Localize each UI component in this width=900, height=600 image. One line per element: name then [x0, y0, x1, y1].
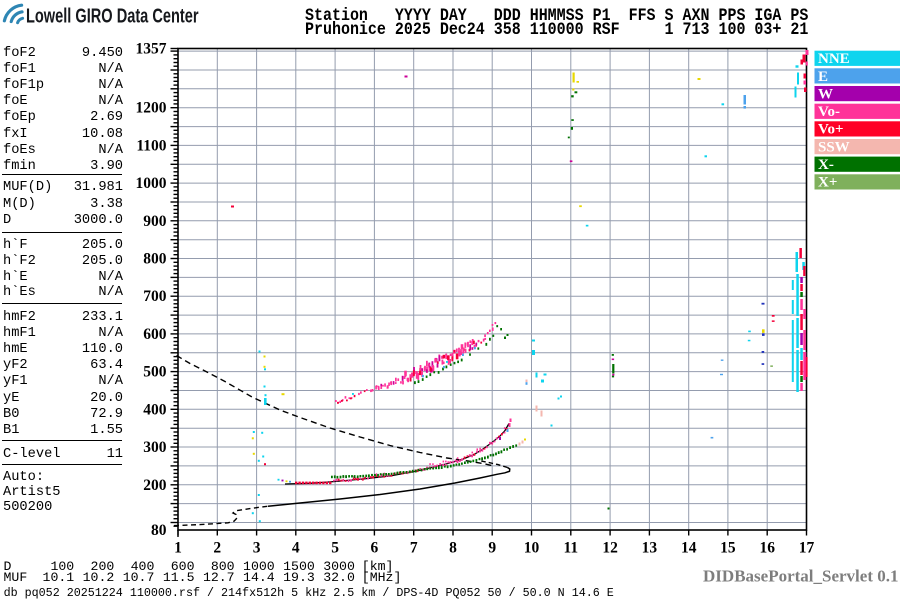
svg-text:Vo-: Vo-: [818, 104, 840, 120]
svg-text:800: 800: [143, 251, 167, 268]
svg-text:700: 700: [143, 288, 167, 305]
svg-text:SSW: SSW: [818, 139, 850, 155]
svg-text:13: 13: [642, 540, 658, 557]
svg-text:600: 600: [143, 326, 167, 343]
svg-text:1: 1: [174, 540, 182, 557]
svg-text:Lowell GIRO Data Center: Lowell GIRO Data Center: [26, 6, 199, 28]
svg-text:E: E: [818, 69, 828, 85]
svg-text:X-: X-: [818, 157, 834, 173]
svg-text:DIDBasePortal_Servlet 0.1: DIDBasePortal_Servlet 0.1: [703, 567, 898, 586]
svg-text:200: 200: [143, 477, 167, 494]
svg-text:X+: X+: [818, 175, 837, 191]
svg-text:10: 10: [524, 540, 540, 557]
svg-text:900: 900: [143, 213, 167, 230]
svg-text:400: 400: [143, 401, 167, 418]
svg-text:2: 2: [213, 540, 221, 557]
svg-text:Vo+: Vo+: [818, 122, 844, 138]
svg-text:12: 12: [602, 540, 618, 557]
svg-text:1100: 1100: [136, 137, 166, 154]
svg-text:16: 16: [759, 540, 775, 557]
svg-text:3: 3: [253, 540, 261, 557]
svg-text:W: W: [818, 86, 833, 102]
svg-text:300: 300: [143, 439, 167, 456]
svg-text:6: 6: [371, 540, 379, 557]
svg-text:500: 500: [143, 364, 167, 381]
svg-text:9: 9: [488, 540, 496, 557]
svg-text:NNE: NNE: [818, 51, 850, 67]
svg-text:7: 7: [410, 540, 418, 557]
svg-text:15: 15: [720, 540, 736, 557]
svg-text:8: 8: [449, 540, 457, 557]
svg-text:1200: 1200: [136, 100, 167, 117]
svg-text:1357: 1357: [136, 41, 167, 58]
svg-text:80: 80: [151, 522, 167, 539]
svg-text:4: 4: [292, 540, 300, 557]
svg-text:5: 5: [331, 540, 339, 557]
svg-text:11: 11: [563, 540, 578, 557]
svg-text:17: 17: [799, 540, 815, 557]
svg-text:1000: 1000: [136, 175, 167, 192]
svg-text:14: 14: [681, 540, 697, 557]
